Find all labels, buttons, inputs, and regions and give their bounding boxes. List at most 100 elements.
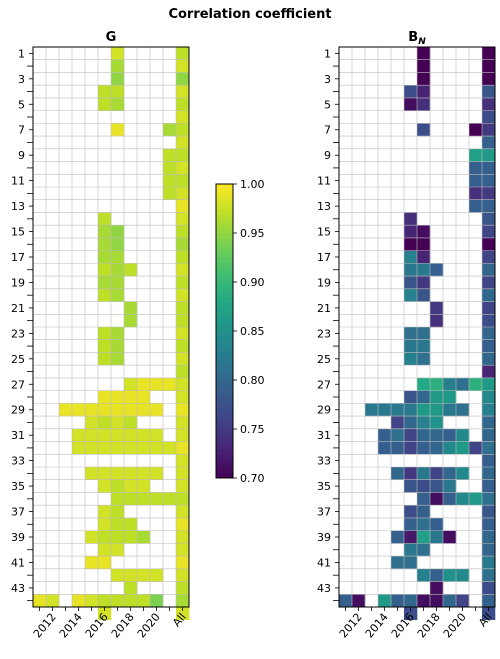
heatmap-cell bbox=[469, 441, 483, 455]
y-tick-label: 31 bbox=[317, 429, 331, 442]
heatmap-cell bbox=[176, 174, 190, 188]
heatmap-cell bbox=[443, 428, 457, 442]
heatmap-cell bbox=[124, 581, 138, 595]
heatmap-cell bbox=[176, 59, 190, 73]
heatmap-cell bbox=[430, 263, 444, 277]
heatmap-cell bbox=[150, 428, 164, 442]
heatmap-cell bbox=[163, 148, 177, 162]
heatmap-cell bbox=[430, 314, 444, 328]
heatmap-cell bbox=[417, 505, 431, 519]
heatmap-cell bbox=[150, 594, 164, 608]
colorbar-segment bbox=[216, 424, 233, 430]
heatmap-cell bbox=[482, 607, 496, 621]
heatmap-cell bbox=[430, 467, 444, 481]
colorbar-segment bbox=[216, 340, 233, 347]
y-tick-label: 37 bbox=[11, 506, 25, 519]
heatmap-cell bbox=[404, 517, 418, 531]
heatmap-cell bbox=[482, 556, 496, 570]
colorbar-segment bbox=[216, 331, 233, 337]
y-tick-label: 33 bbox=[317, 455, 331, 468]
heatmap-cell bbox=[482, 454, 496, 468]
heatmap-cell bbox=[98, 263, 112, 277]
heatmap-cell bbox=[417, 327, 431, 341]
heatmap-cell bbox=[111, 403, 125, 417]
heatmap-cell bbox=[417, 250, 431, 264]
y-tick-label: 35 bbox=[317, 480, 331, 493]
heatmap-cell bbox=[482, 212, 496, 226]
heatmap-cell bbox=[111, 543, 125, 557]
colorbar-segment bbox=[216, 223, 233, 229]
heatmap-cell bbox=[456, 441, 470, 455]
heatmap-cell bbox=[98, 505, 112, 519]
y-tick-label: 9 bbox=[324, 149, 331, 162]
heatmap-cell bbox=[417, 530, 431, 544]
y-tick-label: 43 bbox=[317, 582, 331, 595]
heatmap-cell bbox=[482, 161, 496, 175]
heatmap-cell bbox=[469, 377, 483, 391]
heatmap-cell bbox=[391, 467, 405, 481]
colorbar-segment bbox=[216, 429, 233, 435]
heatmap-cell bbox=[482, 123, 496, 137]
colorbar-segment bbox=[216, 267, 233, 273]
heatmap-cell bbox=[443, 530, 457, 544]
heatmap-cell bbox=[176, 97, 190, 111]
colorbar-segment bbox=[216, 262, 233, 268]
heatmap-cell bbox=[482, 187, 496, 201]
heatmap-cell bbox=[98, 428, 112, 442]
x-tick-label: 2020 bbox=[441, 611, 469, 641]
heatmap-cell bbox=[98, 352, 112, 366]
heatmap-cell bbox=[85, 467, 99, 481]
y-tick-label: 9 bbox=[18, 149, 25, 162]
heatmap-cell bbox=[404, 607, 418, 621]
heatmap-cell bbox=[111, 416, 125, 430]
heatmap-cell bbox=[176, 339, 190, 353]
heatmap-cell bbox=[176, 85, 190, 99]
x-tick-label: 2018 bbox=[415, 611, 443, 641]
heatmap-cell bbox=[404, 276, 418, 290]
colorbar-segment bbox=[216, 380, 233, 386]
heatmap-cell bbox=[111, 85, 125, 99]
heatmap-cell bbox=[430, 517, 444, 531]
heatmap-cell bbox=[176, 199, 190, 213]
colorbar-segment bbox=[216, 242, 233, 249]
heatmap-cell bbox=[482, 301, 496, 315]
colorbar-tick-label: 0.70 bbox=[240, 472, 265, 485]
y-tick-label: 27 bbox=[317, 378, 331, 391]
heatmap-cell bbox=[339, 594, 353, 608]
colorbar-tick-label: 1.00 bbox=[240, 178, 265, 191]
y-tick-label: 27 bbox=[11, 378, 25, 391]
heatmap-cell bbox=[482, 250, 496, 264]
heatmap-cell bbox=[176, 314, 190, 328]
heatmap-cell bbox=[430, 416, 444, 430]
y-tick-label: 19 bbox=[317, 276, 331, 289]
heatmap-cell bbox=[404, 505, 418, 519]
heatmap-cell bbox=[482, 199, 496, 213]
panel-title: BN bbox=[408, 30, 426, 47]
heatmap-cell bbox=[430, 594, 444, 608]
colorbar-segment bbox=[216, 296, 233, 303]
y-tick-label: 29 bbox=[317, 404, 331, 417]
colorbar-segment bbox=[216, 384, 233, 391]
heatmap-cell bbox=[98, 288, 112, 302]
heatmap-cell bbox=[111, 530, 125, 544]
heatmap-cell bbox=[176, 123, 190, 137]
colorbar-segment bbox=[216, 316, 233, 322]
y-tick-label: 1 bbox=[324, 47, 331, 60]
heatmap-cell bbox=[417, 59, 431, 73]
heatmap-cell bbox=[482, 225, 496, 239]
heatmap-cell bbox=[176, 161, 190, 175]
heatmap-cell bbox=[85, 556, 99, 570]
heatmap-cell bbox=[111, 390, 125, 404]
heatmap-cell bbox=[404, 288, 418, 302]
colorbar-segment bbox=[216, 389, 233, 396]
colorbar-segment bbox=[216, 370, 233, 376]
heatmap-cell bbox=[404, 212, 418, 226]
heatmap-cell bbox=[404, 467, 418, 481]
heatmap-cell bbox=[98, 441, 112, 455]
heatmap-cell bbox=[176, 517, 190, 531]
heatmap-cell bbox=[469, 187, 483, 201]
colorbar-segment bbox=[216, 184, 233, 190]
heatmap-cell bbox=[417, 85, 431, 99]
heatmap-cell bbox=[98, 327, 112, 341]
